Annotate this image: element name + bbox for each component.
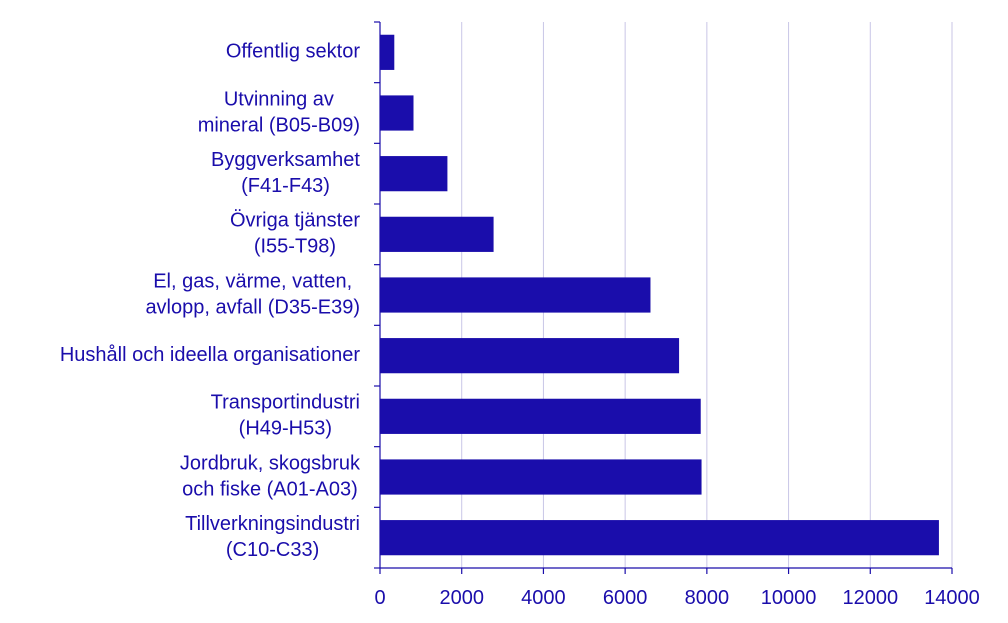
- category-labels: Offentlig sektor Utvinning av mineral (B05…: [60, 41, 361, 561]
- x-tick-label-14000: 14000: [924, 587, 980, 609]
- category-label-line: Utvinning av: [224, 88, 334, 110]
- category-label-line: (F41-F43): [241, 175, 330, 197]
- category-label-2: Byggverksamhet (F41-F43): [211, 149, 360, 197]
- category-label-line: Byggverksamhet: [211, 149, 360, 171]
- bar-6: [380, 398, 701, 434]
- bars: [380, 34, 939, 556]
- bar-4: [380, 277, 651, 313]
- category-label-line: avlopp, avfall (D35-E39): [145, 296, 360, 318]
- x-tick-label-12000: 12000: [842, 587, 898, 609]
- category-label-line: Jordbruk, skogsbruk: [180, 452, 361, 474]
- category-label-4: El, gas, värme, vatten, avlopp, avfall (D…: [145, 270, 360, 318]
- x-tick-label-4000: 4000: [521, 587, 566, 609]
- category-label-line: Transportindustri: [211, 392, 360, 414]
- category-label-line: mineral (B05-B09): [198, 114, 360, 136]
- category-label-line: Tillverkningsindustri: [185, 513, 360, 535]
- bar-5: [380, 338, 680, 374]
- bar-1: [380, 95, 414, 131]
- category-label-line: och fiske (A01-A03): [182, 478, 358, 500]
- category-label-5: Hushåll och ideella organisationer: [60, 344, 361, 366]
- x-tick-label-0: 0: [374, 587, 385, 609]
- category-label-line: El, gas, värme, vatten,: [153, 270, 352, 292]
- bar-8: [380, 520, 939, 556]
- category-label-0: Offentlig sektor: [226, 41, 360, 63]
- bar-0: [380, 34, 395, 70]
- x-tick-label-2000: 2000: [439, 587, 484, 609]
- category-label-line: Offentlig sektor: [226, 41, 360, 63]
- axes: [374, 21, 953, 574]
- bar-7: [380, 459, 702, 495]
- category-label-line: (C10-C33): [226, 539, 319, 561]
- category-label-line: (H49-H53): [239, 418, 332, 440]
- category-label-line: Hushåll och ideella organisationer: [60, 344, 361, 366]
- category-label-1: Utvinning av mineral (B05-B09): [198, 88, 360, 136]
- x-tick-label-8000: 8000: [685, 587, 730, 609]
- category-label-6: Transportindustri (H49-H53): [211, 392, 360, 440]
- category-label-8: Tillverkningsindustri (C10-C33): [185, 513, 360, 561]
- category-label-line: (I55-T98): [254, 236, 336, 258]
- x-tick-label-10000: 10000: [761, 587, 817, 609]
- category-label-7: Jordbruk, skogsbruk och fiske (A01-A03): [180, 452, 361, 500]
- x-tick-labels: 0 2000 4000 6000 8000 10000 12000 14000: [374, 587, 979, 609]
- category-label-line: Övriga tjänster: [230, 210, 360, 232]
- x-tick-label-6000: 6000: [603, 587, 648, 609]
- category-label-3: Övriga tjänster (I55-T98): [230, 210, 360, 258]
- bar-3: [380, 216, 494, 252]
- bar-2: [380, 156, 448, 192]
